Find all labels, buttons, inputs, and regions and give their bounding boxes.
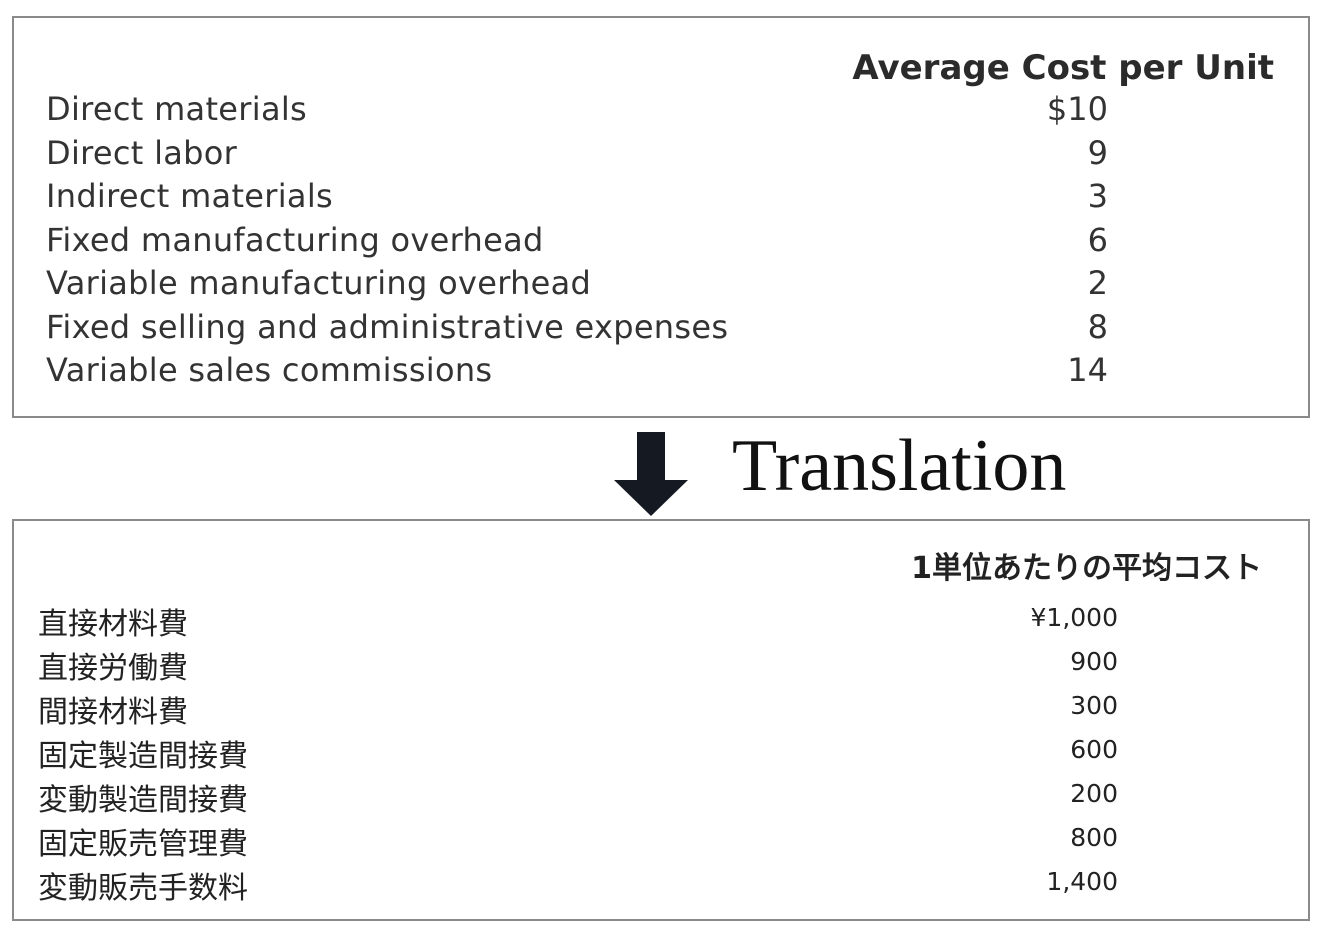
translation-label: Translation <box>732 425 1067 507</box>
table-row: Fixed manufacturing overhead 6 <box>14 221 1308 261</box>
row-value: 800 <box>1070 823 1118 852</box>
table-header: Average Cost per Unit <box>852 48 1274 88</box>
row-label: Fixed manufacturing overhead <box>46 221 544 259</box>
table-row: Variable sales commissions 14 <box>14 351 1308 391</box>
row-label: 直接労働費 <box>38 651 188 686</box>
row-label: Fixed selling and administrative expense… <box>46 308 729 346</box>
table-row: 直接労働費 900 <box>14 643 1308 686</box>
table-row: Direct materials $10 <box>14 90 1308 130</box>
row-value: 600 <box>1070 735 1118 764</box>
row-value: 200 <box>1070 779 1118 808</box>
down-arrow-icon <box>612 430 690 522</box>
row-value: 900 <box>1070 647 1118 676</box>
table-row: 変動販売手数料 1,400 <box>14 863 1308 906</box>
row-value: 9 <box>1087 134 1108 172</box>
row-value: 2 <box>1087 264 1108 302</box>
row-label: Variable sales commissions <box>46 351 493 389</box>
table-row: 直接材料費 ¥1,000 <box>14 599 1308 642</box>
row-label: 間接材料費 <box>38 695 188 730</box>
row-label: 変動製造間接費 <box>38 783 248 818</box>
table-row: 固定製造間接費 600 <box>14 731 1308 774</box>
table-row: Variable manufacturing overhead 2 <box>14 264 1308 304</box>
table-row: Indirect materials 3 <box>14 177 1308 217</box>
english-cost-table: Average Cost per Unit Direct materials $… <box>12 16 1310 418</box>
row-value: $10 <box>1046 90 1108 128</box>
row-value: 14 <box>1067 351 1108 389</box>
table-row: Fixed selling and administrative expense… <box>14 308 1308 348</box>
row-label: 直接材料費 <box>38 607 188 642</box>
row-label: Indirect materials <box>46 177 334 215</box>
table-row: 変動製造間接費 200 <box>14 775 1308 818</box>
row-label: 変動販売手数料 <box>38 871 248 906</box>
row-label: Direct materials <box>46 90 308 128</box>
row-label: Direct labor <box>46 134 238 172</box>
japanese-cost-table: 1単位あたりの平均コスト 直接材料費 ¥1,000 直接労働費 900 間接材料… <box>12 519 1310 921</box>
row-value: 300 <box>1070 691 1118 720</box>
row-value: ¥1,000 <box>1030 603 1118 632</box>
row-value: 6 <box>1087 221 1108 259</box>
row-value: 3 <box>1087 177 1108 215</box>
table-row: 間接材料費 300 <box>14 687 1308 730</box>
row-label: Variable manufacturing overhead <box>46 264 592 302</box>
row-value: 8 <box>1087 308 1108 346</box>
translation-indicator: Translation <box>0 420 1320 519</box>
row-label: 固定販売管理費 <box>38 827 248 862</box>
row-value: 1,400 <box>1046 867 1118 896</box>
table-header: 1単位あたりの平均コスト <box>911 551 1262 586</box>
row-label: 固定製造間接費 <box>38 739 248 774</box>
table-row: 固定販売管理費 800 <box>14 819 1308 862</box>
table-row: Direct labor 9 <box>14 134 1308 174</box>
